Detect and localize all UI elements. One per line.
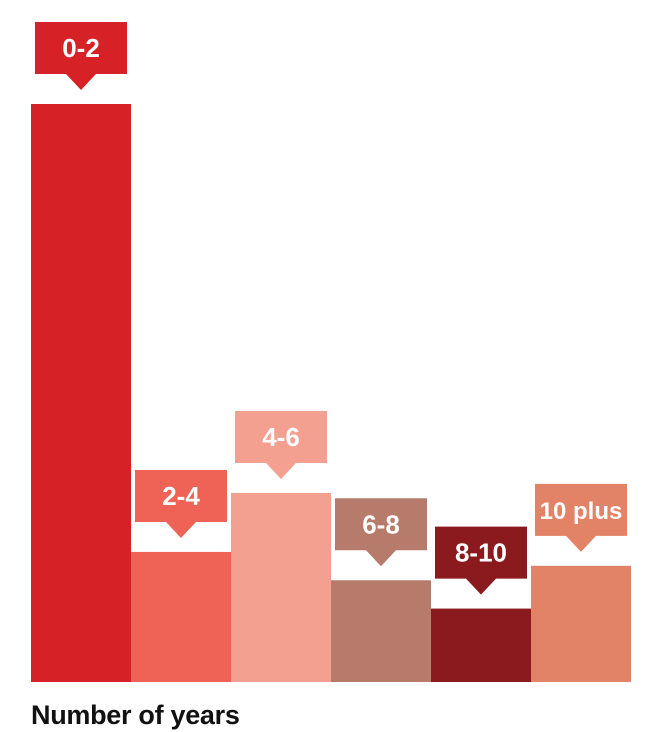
bar-3 [331, 580, 431, 682]
callout-5 [535, 483, 627, 552]
category-label-3: 6-8 [362, 509, 400, 539]
callout-2 [235, 410, 327, 479]
callout-3 [335, 498, 427, 567]
bar-5 [531, 565, 631, 682]
category-label-1: 2-4 [162, 481, 200, 511]
bar-1 [131, 551, 231, 682]
bar-chart: 0-2 2-4 4-6 6-8 8-10 10 plus [31, 22, 631, 682]
category-label-4: 8-10 [455, 538, 507, 568]
bar-4 [431, 608, 531, 682]
callout-4 [435, 526, 527, 595]
category-label-2: 4-6 [262, 422, 300, 452]
category-label-5: 10 plus [540, 498, 623, 525]
category-label-0: 0-2 [62, 33, 100, 63]
callout-0 [35, 22, 127, 90]
x-axis-label: Number of years [31, 700, 240, 730]
callout-1 [135, 469, 227, 538]
bar-0 [31, 104, 131, 682]
bar-2 [231, 492, 331, 682]
